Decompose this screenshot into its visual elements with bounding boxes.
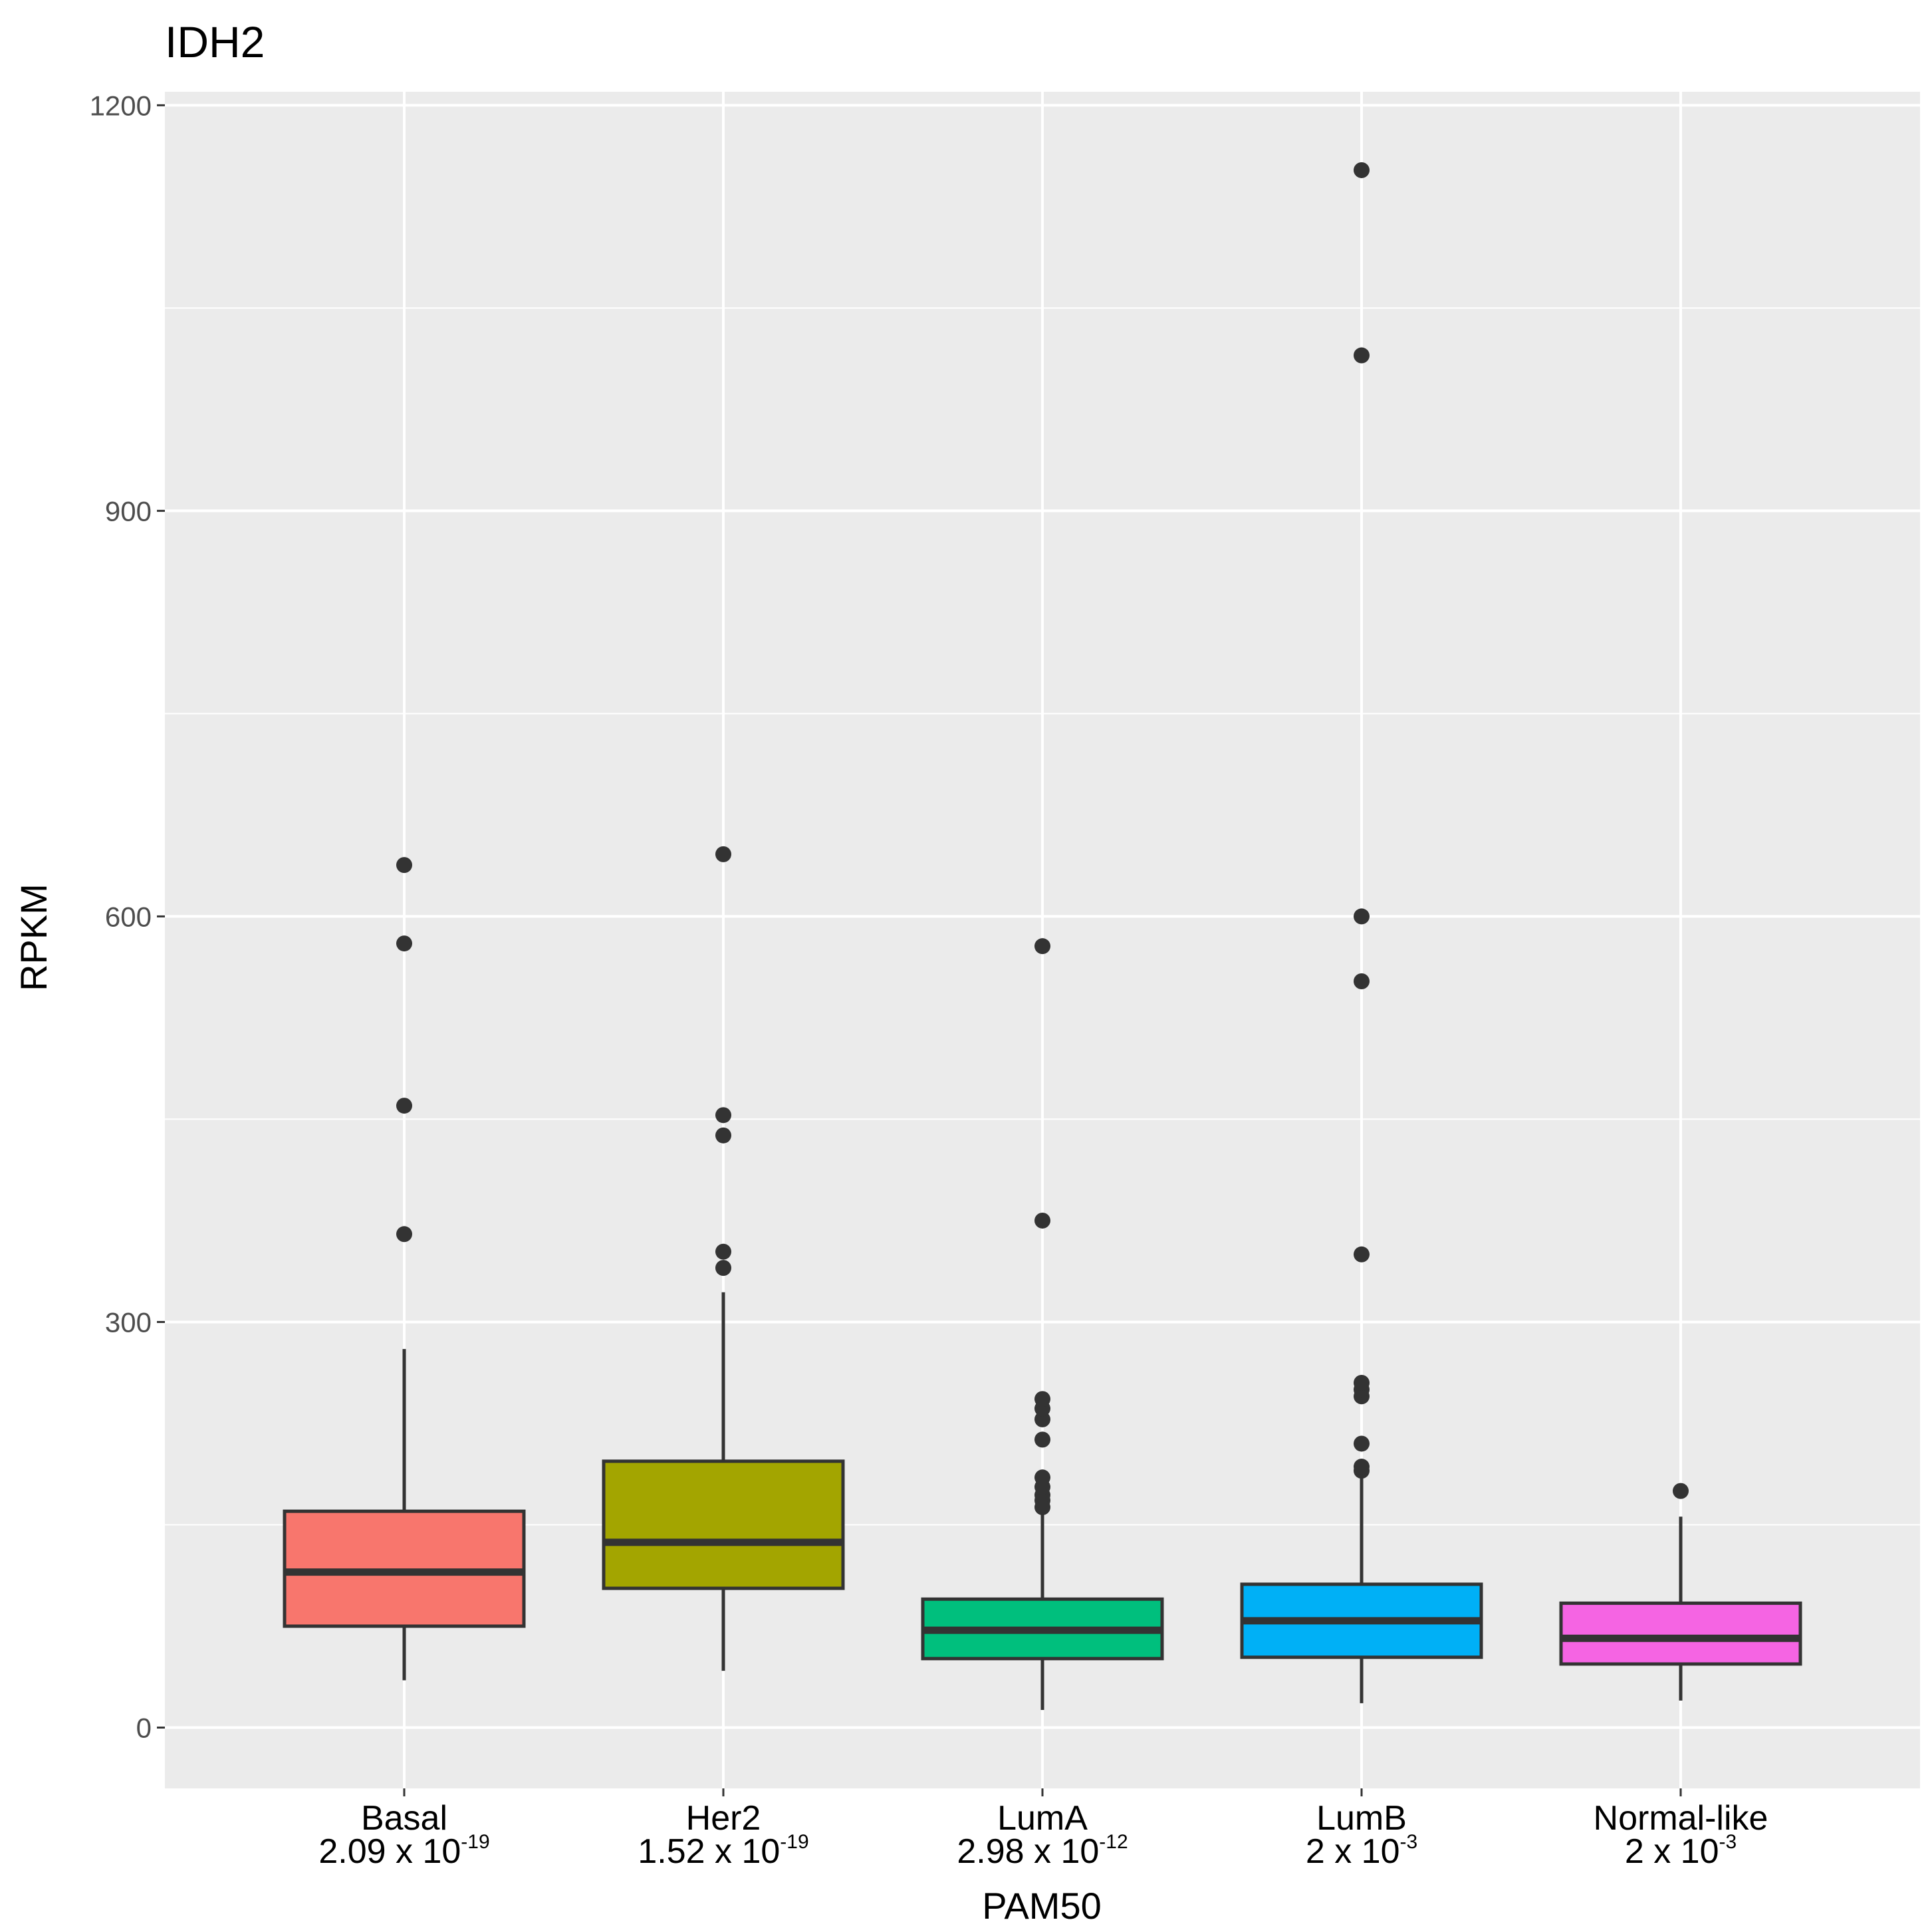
y-tick-label: 300 <box>105 1306 152 1338</box>
outlier-point <box>1354 347 1370 364</box>
p-value-label: 2.09 x 10-19 <box>318 1831 489 1871</box>
y-axis: 0 300 600 900 1200 <box>90 90 165 1743</box>
p-value-label: 2 x 10-3 <box>1625 1831 1737 1871</box>
x-tick-label: Basal <box>361 1799 447 1838</box>
outlier-point <box>1034 1212 1050 1229</box>
x-tick-label: LumA <box>997 1799 1088 1838</box>
box-lumb <box>1240 162 1483 1703</box>
y-tick-label: 1200 <box>90 90 152 121</box>
outlier-point <box>396 1098 412 1114</box>
outlier-point <box>396 935 412 952</box>
x-tick-label: Normal-like <box>1594 1799 1768 1838</box>
outlier-point <box>1354 162 1370 178</box>
y-tick-label: 900 <box>105 495 152 527</box>
y-tick-label: 0 <box>136 1712 152 1743</box>
outlier-point <box>396 1226 412 1243</box>
outlier-point <box>1034 1391 1050 1407</box>
outlier-point <box>1354 1374 1370 1391</box>
x-tick-label: Her2 <box>686 1799 761 1838</box>
p-value-label: 1.52 x 10-19 <box>638 1831 808 1871</box>
iqr-box <box>602 1459 845 1590</box>
outlier-point <box>715 846 731 862</box>
outlier-point <box>1034 938 1050 955</box>
outlier-point <box>396 857 412 874</box>
outlier-point <box>715 1127 731 1144</box>
outlier-point <box>1034 1469 1050 1486</box>
box-normal-like <box>1559 1483 1802 1701</box>
outlier-point <box>715 1107 731 1124</box>
boxes-layer <box>283 162 1802 1711</box>
outlier-point <box>715 1260 731 1276</box>
outlier-point <box>1354 1246 1370 1263</box>
box-luma <box>921 938 1164 1711</box>
box-basal <box>283 857 526 1681</box>
p-value-label: 2 x 10-3 <box>1306 1831 1417 1871</box>
outlier-point <box>1354 908 1370 925</box>
chart-title: IDH2 <box>165 17 265 66</box>
outlier-point <box>1354 1435 1370 1452</box>
x-axis-label: PAM50 <box>982 1885 1101 1927</box>
outlier-point <box>1673 1483 1689 1499</box>
x-tick-label: LumB <box>1316 1799 1407 1838</box>
iqr-box <box>1559 1601 1802 1666</box>
y-tick-label: 600 <box>105 901 152 932</box>
outlier-point <box>1034 1431 1050 1448</box>
y-axis-label: RPKM <box>13 884 55 991</box>
outlier-point <box>1354 1459 1370 1475</box>
outlier-point <box>715 1243 731 1260</box>
outlier-point <box>1354 973 1370 990</box>
box-her2 <box>602 846 845 1671</box>
p-value-label: 2.98 x 10-12 <box>957 1831 1128 1871</box>
